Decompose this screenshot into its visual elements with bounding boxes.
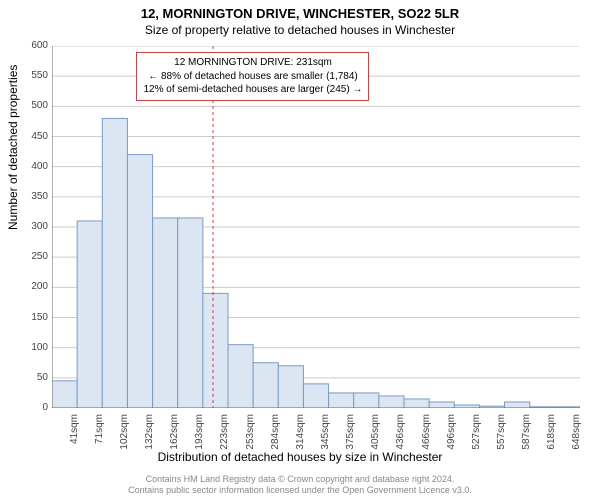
x-tick-label: 466sqm [421, 414, 432, 474]
y-tick-label: 350 [20, 191, 48, 202]
x-tick-label: 648sqm [571, 414, 582, 474]
x-tick-label: 618sqm [546, 414, 557, 474]
annotation-line: ← 88% of detached houses are smaller (1,… [143, 70, 362, 84]
x-tick-label: 375sqm [345, 414, 356, 474]
x-tick-label: 557sqm [496, 414, 507, 474]
x-tick-label: 102sqm [119, 414, 130, 474]
y-tick-label: 200 [20, 281, 48, 292]
footer-line-1: Contains HM Land Registry data © Crown c… [0, 474, 600, 485]
annotation-line: 12 MORNINGTON DRIVE: 231sqm [143, 56, 362, 70]
y-tick-label: 50 [20, 372, 48, 383]
y-axis-label: Number of detached properties [6, 65, 20, 230]
y-tick-label: 450 [20, 131, 48, 142]
x-tick-label: 132sqm [144, 414, 155, 474]
y-tick-label: 550 [20, 70, 48, 81]
x-tick-label: 527sqm [471, 414, 482, 474]
x-tick-label: 345sqm [320, 414, 331, 474]
x-tick-label: 41sqm [69, 414, 80, 474]
y-tick-label: 500 [20, 100, 48, 111]
y-tick-label: 600 [20, 40, 48, 51]
footer-line-2: Contains public sector information licen… [0, 485, 600, 496]
y-tick-label: 300 [20, 221, 48, 232]
annotation-box: 12 MORNINGTON DRIVE: 231sqm← 88% of deta… [136, 52, 369, 101]
y-tick-label: 0 [20, 402, 48, 413]
y-tick-label: 100 [20, 342, 48, 353]
y-tick-label: 150 [20, 312, 48, 323]
annotation-line: 12% of semi-detached houses are larger (… [143, 83, 362, 97]
y-tick-label: 400 [20, 161, 48, 172]
x-tick-label: 223sqm [219, 414, 230, 474]
x-tick-label: 193sqm [194, 414, 205, 474]
x-tick-label: 587sqm [521, 414, 532, 474]
chart-title-main: 12, MORNINGTON DRIVE, WINCHESTER, SO22 5… [0, 0, 600, 21]
x-tick-label: 436sqm [395, 414, 406, 474]
x-tick-label: 253sqm [245, 414, 256, 474]
x-tick-label: 496sqm [446, 414, 457, 474]
chart-title-sub: Size of property relative to detached ho… [0, 21, 600, 37]
x-tick-label: 162sqm [169, 414, 180, 474]
footer-attribution: Contains HM Land Registry data © Crown c… [0, 474, 600, 496]
y-tick-label: 250 [20, 251, 48, 262]
x-tick-label: 71sqm [94, 414, 105, 474]
x-tick-label: 405sqm [370, 414, 381, 474]
x-tick-label: 284sqm [270, 414, 281, 474]
x-tick-label: 314sqm [295, 414, 306, 474]
